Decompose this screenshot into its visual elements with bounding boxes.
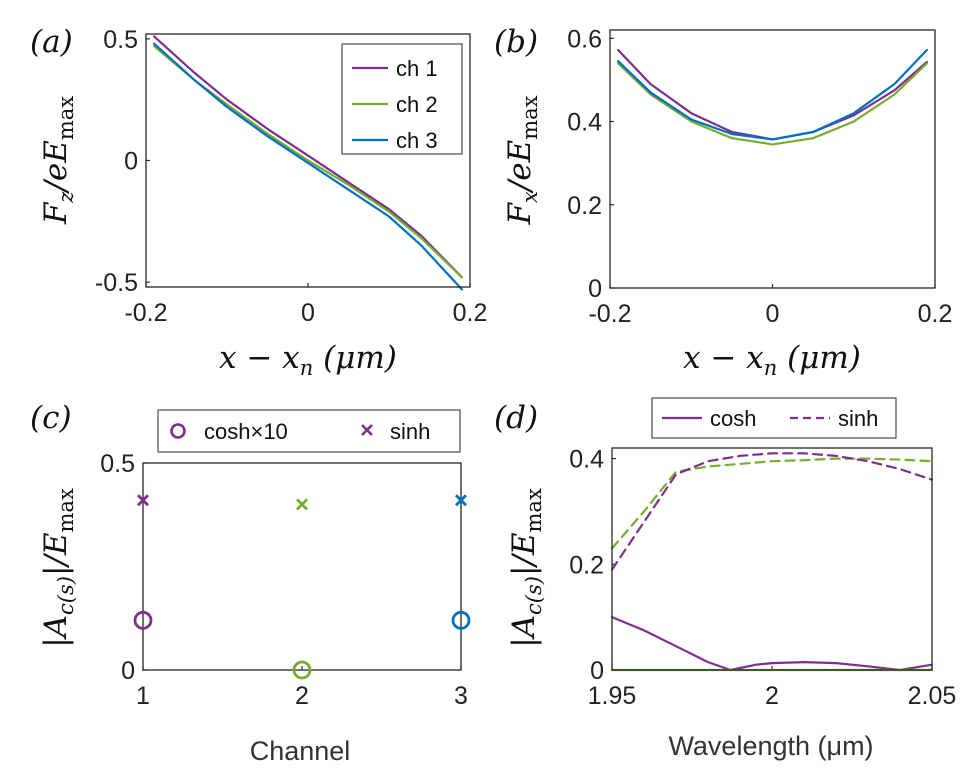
panel-c: (c) |Ac(s)|/Emax Channel 1 2 3 0 0.5 cosh×10… (30, 400, 471, 766)
panel-c-xtick-label: 3 (454, 682, 468, 710)
panel-c-cosh-point (133, 610, 153, 630)
panel-c-ytick-label: 0.5 (100, 450, 135, 478)
panel-b-ytick-label: 0.4 (567, 109, 602, 137)
panel-a-ylabel: Fz/eEmax (38, 96, 78, 225)
panel-d-xtick-label: 2.05 (908, 682, 957, 710)
panel-a-label: (a) (30, 24, 73, 60)
panel-c-cosh-point (451, 610, 471, 630)
panel-c-ylabel: |Ac(s)|/Emax (38, 488, 78, 648)
panel-d-axes (611, 447, 933, 671)
panel-b-xtick-label: 0 (766, 300, 780, 328)
panel-c-xlabel: Channel (250, 736, 351, 766)
panel-d-ytick-label: 0.4 (569, 446, 604, 474)
legend-a-ch3-text: ch 3 (396, 128, 438, 153)
panel-a-xtick-label: -0.2 (124, 299, 167, 327)
panel-d-label: (d) (494, 400, 538, 436)
panel-b-label: (b) (494, 24, 538, 60)
svg-text:|Ac(s)|/Emax: |Ac(s)|/Emax (38, 488, 78, 648)
panel-a-ytick-label: 0.5 (103, 26, 138, 54)
panel-a-xlabel: x − xn (μm) (219, 340, 397, 380)
panel-a-axes (145, 33, 471, 288)
panel-b-ytick-label: 0.6 (567, 25, 602, 53)
panel-d-ytick-label: 0.2 (569, 551, 604, 579)
panel-b-series-3-line (616, 48, 929, 141)
svg-text:|Ac(s)|/Emax: |Ac(s)|/Emax (506, 488, 546, 648)
panel-d-series-3-line (610, 457, 934, 550)
legend-a-ch2-text: ch 2 (396, 92, 438, 117)
panel-d-ytick-label: 0 (590, 657, 604, 685)
panel-a-xtick-label: 0 (301, 299, 315, 327)
legend-c-cosh-text: cosh×10 (204, 419, 288, 444)
panel-b: (b) Fx/eEmax x − xn (μm) -0.2 0 0.200.20.4… (494, 24, 952, 380)
panel-b-ytick-label: 0 (588, 275, 602, 303)
panel-b-series-2-line (616, 62, 929, 146)
panel-d-xlabel: Wavelength (μm) (668, 731, 873, 761)
panel-c-sinh-point (296, 498, 308, 511)
panel-b-ylabel: Fx/eEmax (502, 95, 542, 225)
panel-c-xtick-label: 1 (136, 682, 150, 710)
panel-d-series-1-line (610, 615, 934, 672)
panel-a-xtick-label: 0.2 (453, 299, 488, 327)
panel-a-legend: ch 1 ch 2 ch 3 (341, 43, 463, 155)
panel-c-cosh-point (292, 660, 312, 680)
panel-c-axes (142, 462, 462, 671)
panel-d-ylabel: |Ac(s)|/Emax (506, 488, 546, 648)
panel-a-ytick-label: -0.5 (95, 269, 138, 297)
panel-c-sinh-point (137, 494, 149, 507)
panel-b-xtick-label: 0.2 (918, 300, 953, 328)
panel-c-sinh-point (455, 494, 467, 507)
panel-c-xtick-label: 2 (295, 682, 309, 710)
panel-a-ytick-label: 0 (124, 148, 138, 176)
svg-text:Fz/eEmax: Fz/eEmax (38, 96, 78, 225)
panel-c-plot: 1 2 3 0 0.5 (100, 450, 471, 710)
legend-d-cosh-text: cosh (710, 406, 756, 431)
legend-c-x-marker (361, 424, 373, 436)
panel-c-legend: cosh×10 sinh (157, 409, 461, 453)
panel-b-plot: -0.2 0 0.200.20.40.6 (567, 25, 952, 328)
legend-d-sinh-text: sinh (838, 406, 878, 431)
panel-d-legend: cosh sinh (651, 397, 897, 439)
panel-b-xtick-label: -0.2 (588, 300, 631, 328)
panel-d: (d) |Ac(s)|/Emax Wavelength (μm) 1.95 2 2.… (494, 397, 956, 761)
panel-c-label: (c) (30, 400, 72, 436)
panel-c-ytick-label: 0 (121, 657, 135, 685)
panel-b-axes (609, 29, 936, 289)
panel-d-series-4-line (610, 452, 934, 571)
panel-a-series-3-line (153, 42, 463, 291)
svg-text:Fx/eEmax: Fx/eEmax (502, 95, 542, 225)
legend-a-ch1-text: ch 1 (396, 56, 438, 81)
panel-d-xtick-label: 2 (765, 682, 779, 710)
panel-b-ytick-label: 0.2 (567, 192, 602, 220)
panel-a: (a) Fz/eEmax x − xn (μm) -0.2 0 0.2 -0.5 0 0.… (30, 24, 487, 380)
panel-b-xlabel: x − xn (μm) (683, 340, 861, 380)
panel-a-plot: -0.2 0 0.2 -0.5 0 0.5 (95, 26, 487, 327)
panel-d-plot: 1.95 2 2.05 0 0.2 0.4 (569, 446, 956, 710)
legend-c-sinh-text: sinh (390, 419, 430, 444)
panel-d-xtick-label: 1.95 (588, 682, 637, 710)
panel-a-series-1-line (153, 35, 463, 279)
legend-c-circle-marker (170, 423, 186, 439)
